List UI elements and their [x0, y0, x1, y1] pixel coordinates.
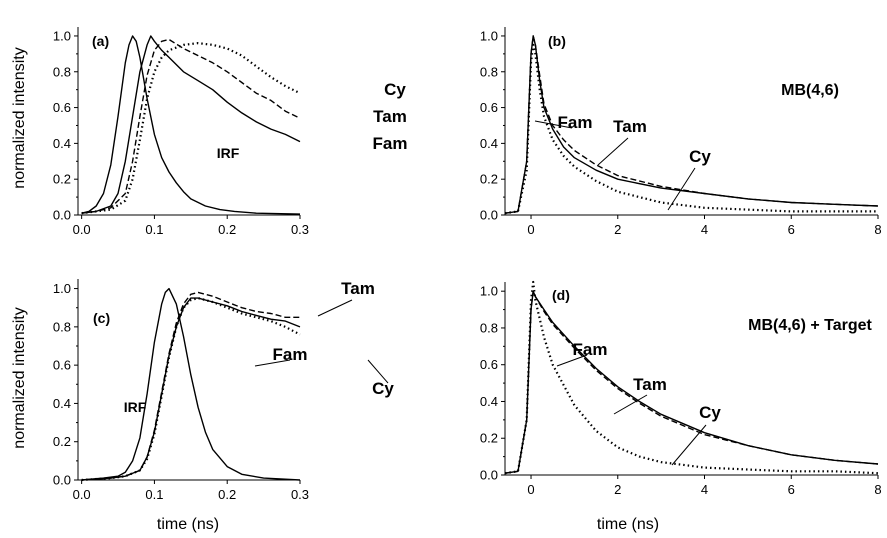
x-tick-label: 0.2 [218, 487, 236, 502]
annotation-tam: Tam [373, 107, 407, 126]
series-line-cy [504, 280, 879, 475]
series-line-irf [81, 35, 301, 215]
x-tick-label: 4 [701, 482, 708, 497]
x-tick-label: 8 [874, 222, 881, 237]
panel-label: (a) [92, 33, 109, 49]
x-tick-label: 0 [527, 222, 534, 237]
series-line-cy [81, 297, 301, 482]
series-line-tam [504, 290, 879, 474]
series-line-fam [81, 297, 301, 481]
annotation-tam: Tam [613, 117, 647, 136]
x-tick-label: 2 [614, 482, 621, 497]
panel-label: (b) [548, 33, 566, 49]
y-tick-label: 1.0 [53, 281, 71, 296]
annotation-leader [613, 394, 648, 415]
annotation-leader [667, 167, 696, 211]
chart-panel-b: 0.0 0.2 0.4 0.6 0.8 1.0 0 2 4 6 8 (b) MB(4,6) Fam Tam C… [480, 27, 882, 237]
annotation-fam: Fam [373, 134, 408, 153]
series-line-tam [81, 38, 301, 214]
chart-panel-a: 0.0 0.2 0.4 0.6 0.8 1.0 0.0 0.1 0.2 0.3 (a) IRF Cy Ta… [53, 27, 408, 237]
annotation-leader [597, 137, 629, 166]
y-tick-label: 0.6 [480, 100, 498, 115]
chart-panel-c: 0.0 0.2 0.4 0.6 0.8 1.0 0.0 0.1 0.2 0.3 (c) IRF Tam F… [53, 279, 394, 502]
series-line-cy [504, 43, 878, 215]
y-axis-label-top: normalized intensity [11, 47, 28, 188]
annotation-cy: Cy [689, 147, 711, 166]
series-line-cy [81, 42, 301, 215]
annotation-leader [254, 359, 291, 367]
annotation-cy: Cy [699, 403, 721, 422]
annotation-fam: Fam [558, 113, 593, 132]
y-tick-label: 0.2 [53, 434, 71, 449]
x-tick-label: 4 [701, 222, 708, 237]
x-axis-label-left: time (ns) [157, 516, 219, 533]
annotation-tam: Tam [633, 375, 667, 394]
y-tick-label: 0.6 [53, 358, 71, 373]
y-tick-label: 0.2 [480, 431, 498, 446]
x-tick-label: 0 [527, 482, 534, 497]
x-tick-label: 2 [614, 222, 621, 237]
x-tick-label: 0.3 [291, 487, 309, 502]
y-tick-label: 0.8 [53, 64, 71, 79]
y-tick-label: 0.6 [53, 100, 71, 115]
annotation-tam: Tam [341, 279, 375, 298]
y-tick-label: 0.8 [53, 319, 71, 334]
y-tick-label: 0.8 [480, 64, 498, 79]
x-tick-label: 0.3 [291, 222, 309, 237]
x-tick-label: 0.0 [73, 222, 91, 237]
x-tick-label: 0.1 [145, 487, 163, 502]
annotation-irf: IRF [124, 399, 147, 415]
y-tick-label: 0.6 [480, 357, 498, 372]
annotation-irf: IRF [217, 145, 240, 161]
annotation-fam: Fam [273, 345, 308, 364]
panel-title: MB(4,6) + Target [748, 317, 872, 334]
annotation-cy: Cy [384, 80, 406, 99]
panel-label: (c) [93, 310, 110, 326]
annotation-cy: Cy [372, 379, 394, 398]
panel-title: MB(4,6) [781, 82, 839, 99]
x-tick-label: 6 [788, 482, 795, 497]
annotation-fam: Fam [573, 340, 608, 359]
annotation-leader [671, 424, 707, 466]
x-tick-label: 0.0 [73, 487, 91, 502]
y-tick-label: 1.0 [53, 28, 71, 43]
y-tick-label: 0.4 [53, 396, 71, 411]
series-line-fam [81, 35, 301, 214]
y-tick-label: 0.4 [53, 136, 71, 151]
chart-panel-d: 0.0 0.2 0.4 0.6 0.8 1.0 0 2 4 6 8 (d) MB(4,6) + Targ… [480, 280, 882, 497]
y-tick-label: 1.0 [480, 284, 498, 299]
series-line-irf [81, 287, 301, 481]
y-tick-label: 0.0 [53, 208, 71, 223]
y-tick-label: 0.0 [480, 468, 498, 483]
y-tick-label: 0.2 [53, 172, 71, 187]
x-tick-label: 0.2 [218, 222, 236, 237]
annotation-leader [367, 359, 389, 384]
y-tick-label: 0.0 [480, 208, 498, 223]
x-tick-label: 6 [788, 222, 795, 237]
y-tick-label: 0.4 [480, 136, 498, 151]
x-tick-label: 8 [874, 482, 881, 497]
y-tick-label: 0.0 [53, 473, 71, 488]
y-tick-label: 0.8 [480, 320, 498, 335]
panel-label: (d) [552, 287, 570, 303]
x-tick-label: 0.1 [145, 222, 163, 237]
y-tick-label: 0.4 [480, 394, 498, 409]
y-tick-label: 0.2 [480, 172, 498, 187]
y-axis-label-bottom: normalized intensity [11, 307, 28, 448]
y-tick-label: 1.0 [480, 28, 498, 43]
annotation-leader [556, 354, 588, 367]
annotation-leader [317, 299, 353, 317]
x-axis-label-right: time (ns) [597, 516, 659, 533]
annotation-leader [534, 120, 573, 129]
